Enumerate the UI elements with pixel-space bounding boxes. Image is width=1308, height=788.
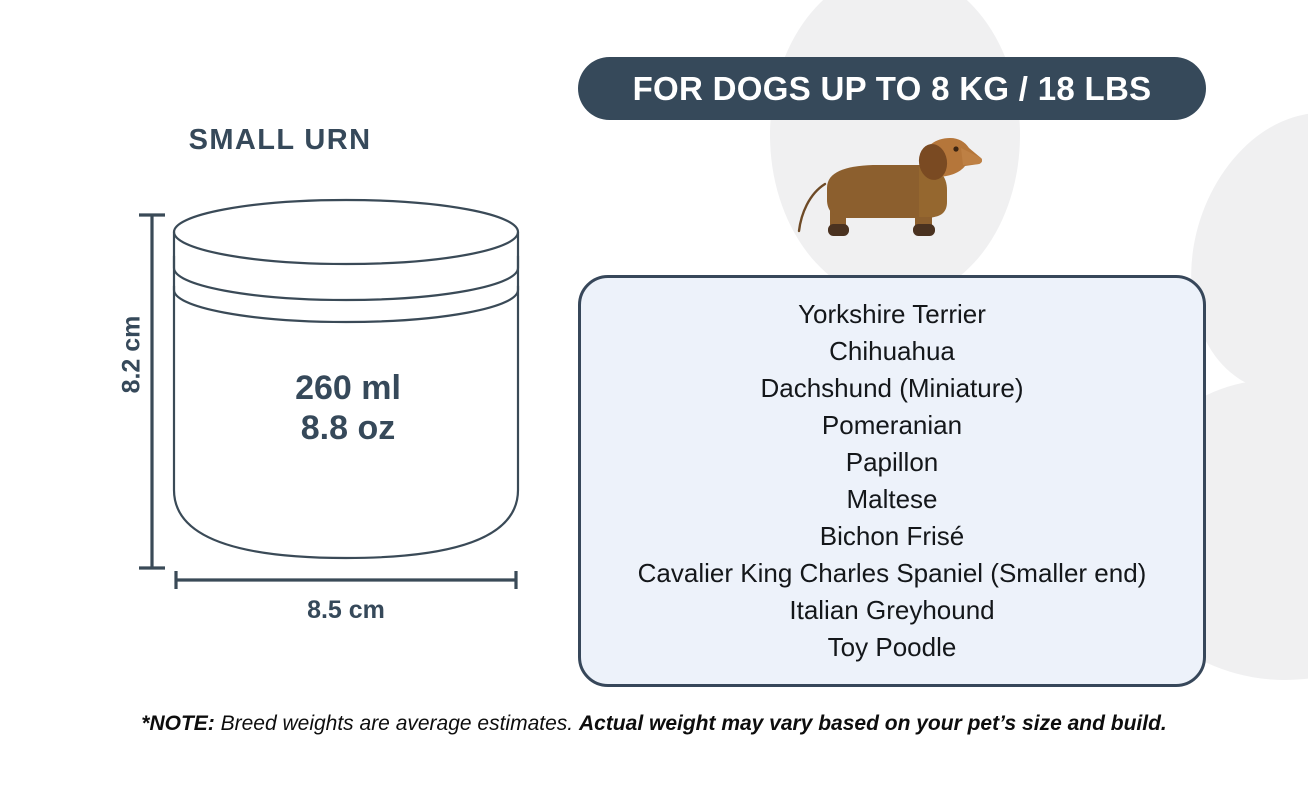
- footer-note-lead: *NOTE:: [141, 712, 215, 735]
- urn-width-label: 8.5 cm: [307, 596, 385, 624]
- urn-lid-side: [172, 230, 520, 302]
- list-item: Chihuahua: [829, 336, 955, 366]
- urn-body-seam: [172, 254, 520, 324]
- urn-height-label: 8.2 cm: [117, 315, 146, 394]
- list-item: Yorkshire Terrier: [798, 299, 986, 329]
- urn-lid-top: [172, 198, 520, 266]
- urn-title: SMALL URN: [188, 124, 372, 156]
- list-item: Bichon Frisé: [819, 521, 965, 551]
- list-item: Dachshund (Miniature): [760, 373, 1024, 403]
- dog-tail: [797, 182, 827, 233]
- footer-note-bold: Actual weight may vary based on your pet…: [578, 712, 1167, 735]
- width-dimension-line: [174, 571, 518, 589]
- list-item: Italian Greyhound: [789, 595, 995, 625]
- footer-note-plain: Breed weights are average estimates.: [214, 712, 579, 735]
- height-dimension-line: [139, 213, 165, 570]
- urn-diagram: [139, 198, 520, 589]
- breed-list-panel: Yorkshire Terrier Chihuahua Dachshund (M…: [578, 275, 1206, 687]
- footer-note: *NOTE: Breed weights are average estimat…: [0, 712, 1308, 736]
- dog-paw-front: [913, 224, 935, 236]
- weight-capacity-label: FOR DOGS UP TO 8 KG / 18 LBS: [632, 69, 1152, 107]
- list-item: Maltese: [846, 484, 938, 514]
- list-item: Toy Poodle: [827, 632, 957, 662]
- list-item: Pomeranian: [821, 410, 963, 440]
- urn-volume-oz: 8.8 oz: [300, 409, 396, 448]
- urn-body: [172, 284, 520, 560]
- dog-paw-rear: [828, 224, 849, 236]
- urn-volume: 260 ml 8.8 oz: [168, 368, 528, 448]
- urn-volume-ml: 260 ml: [295, 369, 401, 407]
- dog-eye: [953, 146, 959, 152]
- weight-capacity-badge: FOR DOGS UP TO 8 KG / 18 LBS: [578, 57, 1206, 120]
- list-item: Cavalier King Charles Spaniel (Smaller e…: [637, 558, 1147, 588]
- urn-panel: SMALL URN: [0, 0, 560, 700]
- list-item: Papillon: [845, 447, 939, 477]
- dachshund-icon: [797, 138, 983, 236]
